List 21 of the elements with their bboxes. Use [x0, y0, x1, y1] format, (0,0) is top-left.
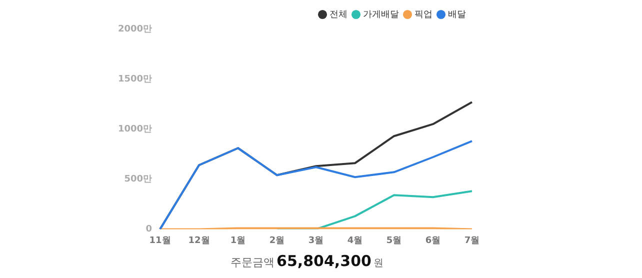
- legend-label: 전체: [330, 10, 348, 20]
- x-tick-label: 7월: [464, 236, 480, 246]
- x-tick-label: 4월: [347, 236, 363, 246]
- text: 원: [373, 257, 384, 270]
- y-tick-label: 2000만: [118, 24, 152, 34]
- x-tick-label: 12월: [188, 236, 210, 246]
- y-tick-label: 1500만: [118, 74, 152, 84]
- legend-label: 배달: [448, 10, 466, 20]
- x-tick-label: 5월: [386, 236, 402, 246]
- x-tick-label: 11월: [149, 236, 171, 246]
- x-tick-label: 1월: [230, 236, 246, 246]
- legend-label: 가게배달: [363, 10, 399, 20]
- legend-label: 픽업: [414, 10, 432, 20]
- y-tick-label: 500만: [124, 174, 152, 184]
- text: 65,804,300: [276, 252, 372, 270]
- x-tick-label: 3월: [308, 236, 324, 246]
- text: 주문금액: [230, 255, 275, 270]
- x-tick-label: 2월: [269, 236, 285, 246]
- y-tick-label: 1000만: [118, 124, 152, 134]
- x-tick-label: 6월: [425, 236, 441, 246]
- y-tick-label: 0: [146, 224, 152, 235]
